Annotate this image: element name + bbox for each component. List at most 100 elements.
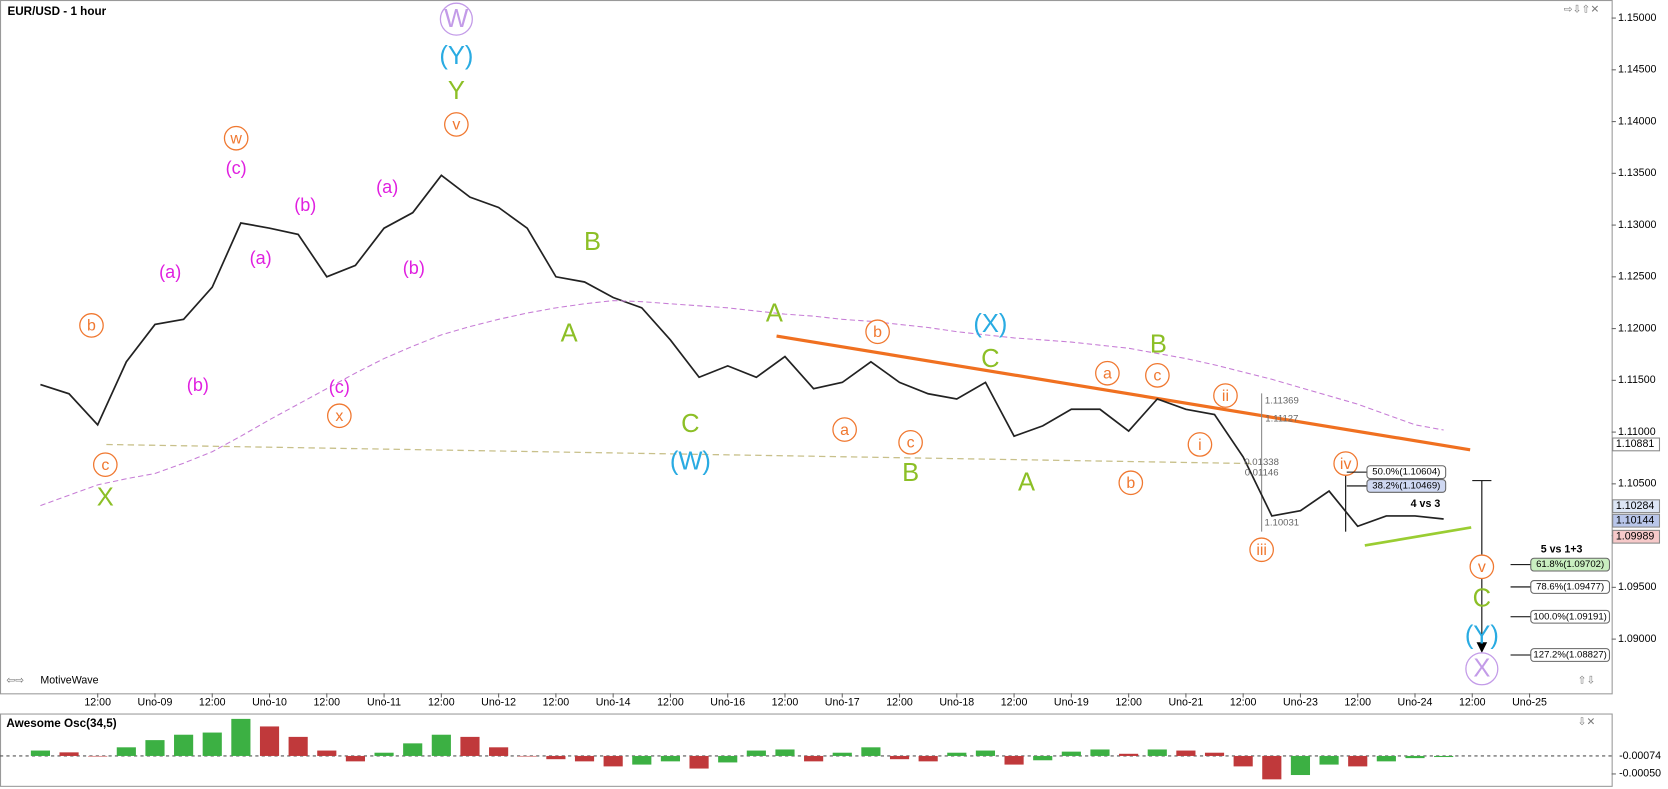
measure-label: 1.11127 [1265,413,1298,424]
wave-label: X [1473,655,1490,683]
osc-bar [517,755,537,757]
wave-label: A [561,320,578,348]
osc-bar [861,747,881,756]
osc-bar [403,743,423,756]
wave-label: C [1473,584,1491,612]
x-tick-label: Uno-14 [596,697,631,709]
x-tick-label: 12:00 [543,697,570,709]
price-tag [1612,529,1661,544]
wave-label: B [584,228,601,256]
window-icons[interactable]: ⇩✕ [1578,716,1596,728]
fib-label: 50.0%(1.10604) [1372,467,1440,478]
triangle-line [1364,526,1472,547]
osc-bar [1119,753,1139,756]
wave-circle [92,452,118,478]
window-icons[interactable]: ⇨⇩⇧✕ [1564,3,1600,15]
osc-bar [30,750,50,756]
osc-bar [1233,755,1253,767]
wave-label: v [452,117,460,134]
wave-circle [327,403,352,429]
wave-circle [1145,363,1170,388]
osc-bar [1348,755,1368,767]
y-tick-label: 1.14500 [1618,64,1657,76]
osc-bar [660,755,681,762]
wave-label: A [1018,469,1035,497]
osc-bar [1434,755,1454,758]
x-tick-label: 12:00 [199,697,226,709]
wave-label: iv [1340,456,1352,473]
wave-circle [1465,652,1499,686]
wave-label: ii [1222,388,1229,405]
wave-circle [1118,470,1144,496]
y-tick-label: 1.13000 [1618,219,1657,231]
x-tick-label: Uno-16 [710,697,745,709]
wave-label: b [87,318,96,335]
wave-label: b [873,324,882,341]
wave-label: iii [1256,542,1267,559]
x-tick-label: Uno-17 [825,697,860,709]
price-tag [1612,437,1661,452]
wave-label: c [101,457,109,474]
wave-circle [439,2,473,36]
osc-bar [632,755,652,765]
osc-bar [1262,755,1282,780]
osc-bar [832,752,852,756]
fib-box [1366,465,1447,480]
wave-label: Y [448,77,465,105]
measure-label: 0.01338 [1244,457,1279,468]
wave-label: A [766,299,783,327]
osc-bar [947,752,967,756]
wave-label: (Y) [439,42,473,70]
measure-label: 1.11369 [1265,395,1299,406]
fib-label: 78.6%(1.09477) [1536,581,1604,592]
wave-circle [79,313,104,338]
wave-circle [1187,432,1213,457]
x-tick-label: Uno-18 [939,697,974,709]
osc-bar [345,755,366,762]
wave-label: (W) [670,447,711,475]
osc-bar [1090,749,1110,756]
price-tag-label: 1.10284 [1616,500,1655,512]
x-tick-label: 12:00 [657,697,684,709]
price-tag [1612,499,1661,514]
x-tick-label: 12:00 [1344,697,1371,709]
osc-bar [804,755,824,762]
wave-label: c [907,435,915,452]
osc-bar [1376,755,1396,762]
osc-bar [603,755,623,767]
wave-circle [1249,537,1274,563]
osc-bar [775,749,795,756]
price-tag-label: 1.10881 [1616,438,1655,450]
wave-circle [1333,451,1359,476]
wave-label: C [681,410,699,438]
wave-label: i [1198,437,1202,454]
osc-bar [174,734,194,756]
nav-icons[interactable]: ⇧⇩ [1578,674,1596,686]
wave-label: (b) [403,258,425,278]
x-tick-label: Uno-21 [1168,697,1203,709]
y-tick-label: -0.00050 [1619,768,1661,780]
osc-bar [317,750,337,756]
y-tick-label: 1.11000 [1618,426,1656,438]
osc-bar [259,726,280,756]
wave-label: (c) [226,158,247,178]
x-tick-label: Uno-12 [481,697,516,709]
osc-bar [975,750,996,756]
osc-bar [88,755,108,757]
wave-label: (b) [294,195,316,215]
y-tick-label: 1.13500 [1618,167,1657,179]
wave-label: W [444,5,468,33]
osc-bar [889,755,910,760]
osc-bar [1004,755,1024,765]
y-tick-label: 1.15000 [1618,12,1657,24]
nav-icons[interactable]: ⇦⇨ [6,674,24,686]
osc-bar [546,755,566,760]
osc-bar [1061,751,1081,756]
osc-title: Awesome Osc(34,5) [6,717,116,730]
x-tick-label: Uno-11 [367,697,401,709]
osc-bar [1033,755,1053,761]
wave-label: 5 vs 1+3 [1541,544,1583,556]
y-tick-label: 1.09000 [1618,633,1657,645]
osc-bar [374,752,394,756]
osc-bar [489,747,509,756]
